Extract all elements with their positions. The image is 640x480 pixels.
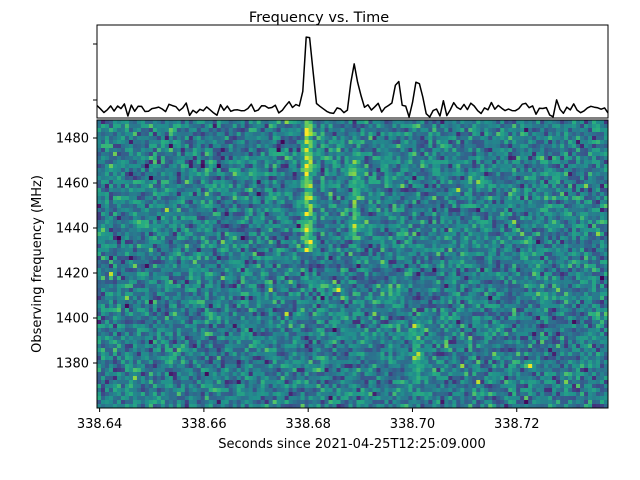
heatmap-panel: 338.64 338.66 338.68 338.70 338.72 138014001… bbox=[30, 119, 609, 452]
y-tick-label: 1420 bbox=[56, 267, 89, 282]
x-axis-ticks: 338.64 338.66 338.68 338.70 338.72 bbox=[77, 408, 540, 432]
x-axis-label: Seconds since 2021-04-25T12:25:09.000 bbox=[218, 437, 485, 452]
x-tick-label: 338.68 bbox=[285, 417, 331, 432]
timeseries-frame bbox=[96, 24, 609, 119]
y-tick-label: 1400 bbox=[56, 312, 89, 327]
y-axis-ticks: 1380 1400 1420 1440 1460 1480 bbox=[56, 132, 97, 372]
x-tick-label: 338.72 bbox=[494, 417, 540, 432]
x-tick-label: 338.66 bbox=[181, 417, 227, 432]
timeseries-line bbox=[96, 36, 609, 118]
timeseries-panel: Frequency vs. Time bbox=[93, 10, 609, 119]
chart-title: Frequency vs. Time bbox=[249, 10, 389, 26]
heatmap-frame bbox=[96, 119, 609, 409]
y-axis-label: Observing frequency (MHz) bbox=[30, 175, 45, 353]
y-tick-label: 1460 bbox=[56, 177, 89, 192]
heatmap-cells bbox=[97, 120, 609, 409]
y-tick-label: 1480 bbox=[56, 132, 89, 147]
timeseries-y-ticks bbox=[93, 43, 97, 101]
x-tick-label: 338.70 bbox=[390, 417, 436, 432]
y-tick-label: 1440 bbox=[56, 222, 89, 237]
x-tick-label: 338.64 bbox=[77, 417, 123, 432]
y-tick-label: 1380 bbox=[56, 357, 89, 372]
